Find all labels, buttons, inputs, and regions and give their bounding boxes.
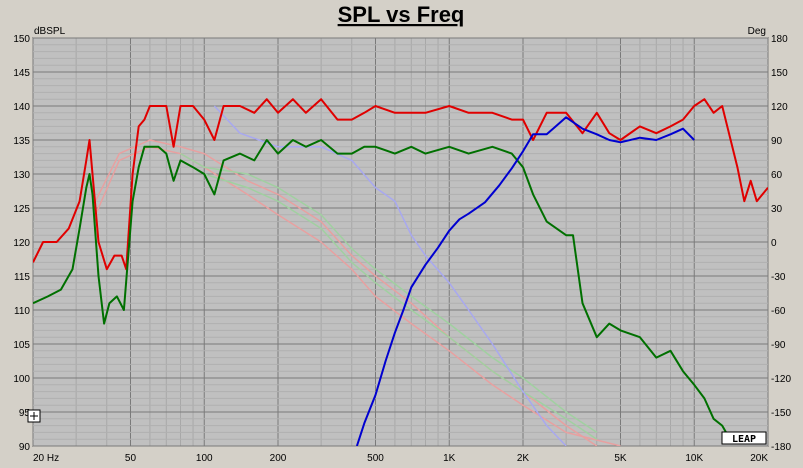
series-line-1 — [94, 146, 621, 446]
series-lines — [33, 98, 768, 446]
y-tick-label: 100 — [13, 374, 30, 385]
y-left-axis-ticks: 90 95 100 105 110 115 120 125 130 135 140 145 150 — [13, 34, 30, 453]
y-tick-label: 110 — [14, 306, 30, 317]
grid — [32, 37, 769, 447]
y-right-tick-label: 150 — [771, 68, 788, 79]
svg-text:LEAP: LEAP — [732, 434, 756, 445]
series-line-4 — [180, 152, 598, 434]
x-tick-label: 200 — [270, 453, 287, 464]
x-tick-label: 5K — [614, 453, 627, 464]
y-tick-label: 120 — [13, 238, 30, 249]
y-tick-label: 130 — [13, 170, 30, 181]
y-right-tick-label: 120 — [771, 102, 788, 113]
series-line-5 — [213, 105, 567, 446]
y-right-tick-label: -30 — [771, 272, 786, 283]
y-right-axis-ticks: -180 -150 -120 -90 -60 -30 0 30 60 90 120 150 180 — [771, 34, 791, 453]
y-right-tick-label: -150 — [771, 408, 791, 419]
y-right-tick-label: -180 — [771, 442, 791, 453]
y-tick-label: 90 — [19, 442, 31, 453]
y-right-unit: Deg — [748, 26, 766, 37]
x-tick-label: 50 — [125, 453, 137, 464]
x-tick-label: 20 Hz — [33, 453, 59, 464]
y-tick-label: 135 — [13, 136, 30, 147]
y-right-tick-label: 0 — [771, 238, 777, 249]
measurement-icon — [27, 409, 41, 423]
y-right-tick-label: 60 — [771, 170, 783, 181]
series-line-7 — [33, 139, 731, 440]
x-tick-label: 20K — [750, 453, 768, 464]
y-tick-label: 145 — [13, 68, 30, 79]
y-right-tick-label: 180 — [771, 34, 788, 45]
y-tick-label: 150 — [13, 34, 30, 45]
chart-title: SPL vs Freq — [338, 2, 465, 27]
y-tick-label: 140 — [13, 102, 30, 113]
leap-logo: LEAP — [721, 431, 767, 445]
y-right-tick-label: 90 — [771, 136, 783, 147]
y-tick-label: 125 — [13, 204, 30, 215]
y-right-tick-label: -60 — [771, 306, 786, 317]
x-tick-label: 500 — [367, 453, 384, 464]
y-tick-label: 115 — [14, 272, 30, 283]
x-tick-label: 100 — [196, 453, 213, 464]
y-tick-label: 95 — [19, 408, 31, 419]
series-line-8 — [355, 116, 695, 446]
x-axis-ticks: 20 Hz 50 100 200 500 1K 2K 5K 10K 20K — [33, 453, 768, 464]
y-right-tick-label: -90 — [771, 340, 786, 351]
y-tick-label: 105 — [13, 340, 30, 351]
x-tick-label: 10K — [685, 453, 703, 464]
y-right-tick-label: 30 — [771, 204, 783, 215]
y-left-unit: dBSPL — [34, 26, 66, 37]
x-tick-label: 1K — [443, 453, 456, 464]
x-tick-label: 2K — [517, 453, 530, 464]
y-right-tick-label: -120 — [771, 374, 791, 385]
series-line-6 — [33, 98, 768, 271]
